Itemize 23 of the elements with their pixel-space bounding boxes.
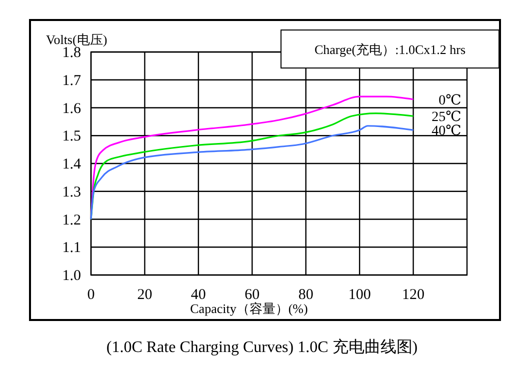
y-tick-label: 1.1 (62, 240, 81, 256)
y-tick-label: 1.5 (62, 128, 81, 145)
y-tick-label: 1.6 (62, 100, 82, 117)
y-tick-label: 1.3 (62, 184, 81, 200)
y-axis-title: Volts(电压) (46, 32, 108, 47)
x-tick-label: 0 (87, 287, 95, 303)
series-label: 40℃ (432, 124, 462, 140)
annotation: Charge(充电）:1.0Cx1.2 hrs (314, 42, 466, 57)
x-tick-label: 80 (298, 287, 314, 303)
x-tick-label: 40 (190, 287, 206, 303)
x-tick-label: 100 (348, 287, 371, 303)
y-tick-label: 1.8 (62, 45, 81, 61)
x-axis-title: Capacity（容量）(%) (190, 301, 308, 316)
series-label: 25℃ (432, 110, 462, 126)
x-tick-label: 60 (244, 287, 260, 303)
y-tick-label: 1.7 (62, 72, 82, 89)
text: (1.0C Rate Charging Curves) 1.0C 充电曲线图) (106, 338, 418, 356)
x-tick-label: 20 (137, 287, 152, 303)
series-label: 0℃ (438, 93, 462, 108)
y-tick-label: 1.4 (62, 156, 82, 172)
y-tick-label: 1.0 (62, 268, 81, 284)
x-tick-label: 120 (402, 287, 425, 303)
y-tick-label: 1.2 (62, 212, 81, 228)
